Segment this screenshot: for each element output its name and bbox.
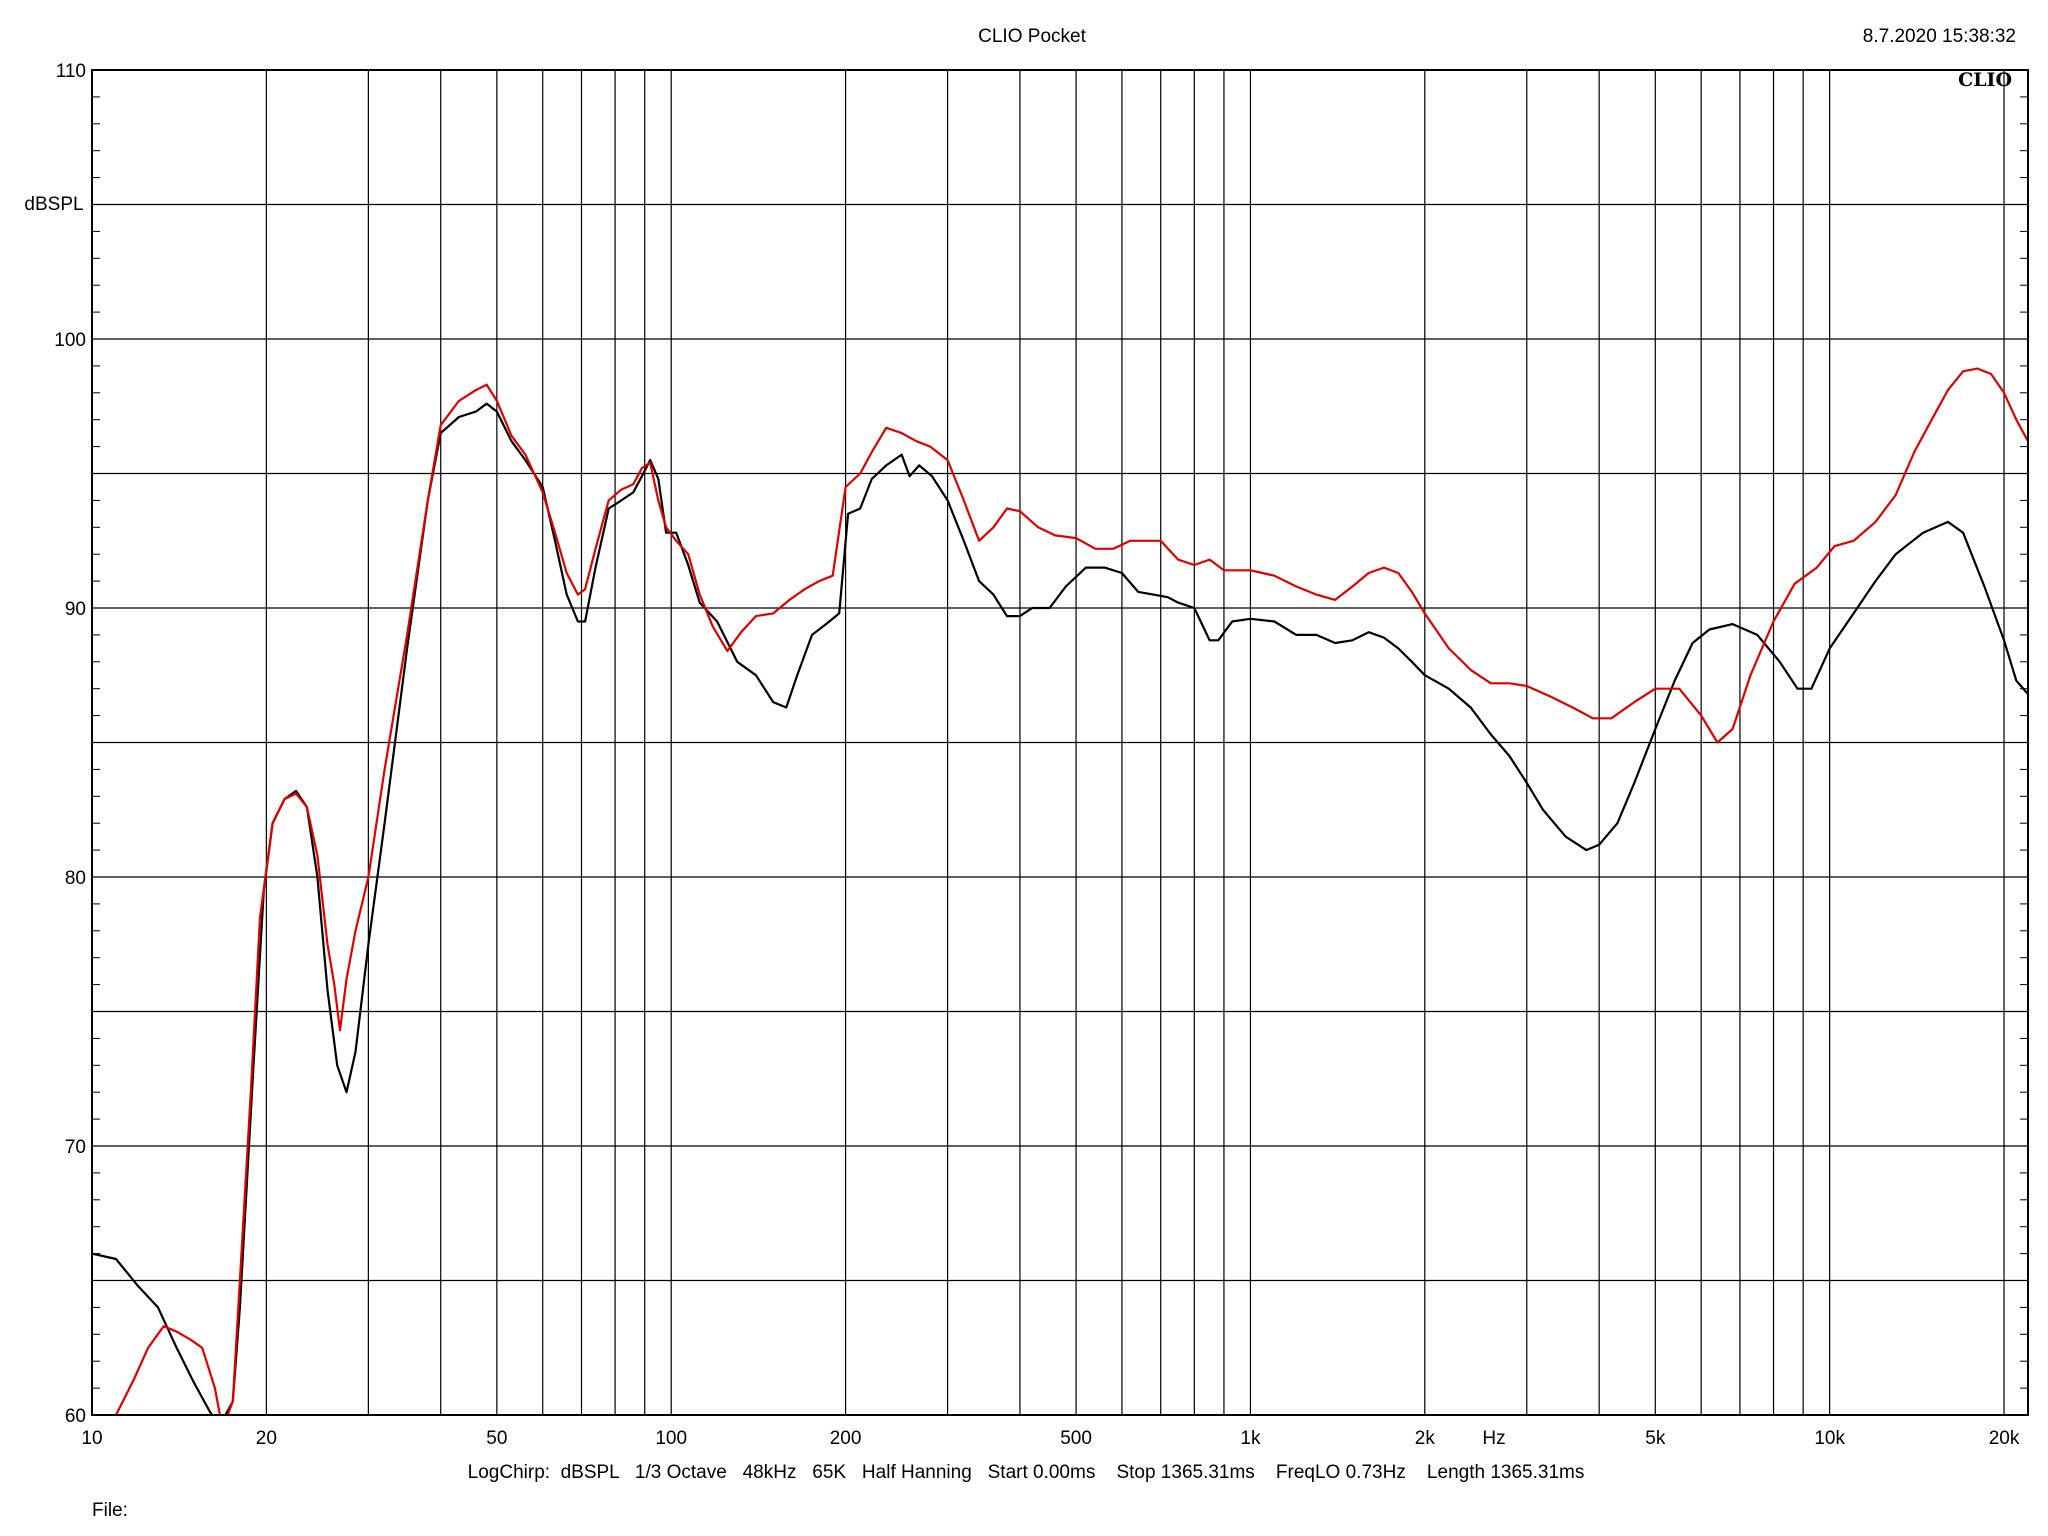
x-tick-label: 10k [1814, 1428, 1845, 1449]
x-tick-label: 500 [1060, 1428, 1092, 1449]
x-tick-label: 2k [1415, 1428, 1436, 1449]
y-axis-label: dBSPL [24, 194, 83, 215]
y-tick-label: 70 [65, 1137, 86, 1158]
y-tick-label: 60 [65, 1406, 86, 1427]
x-axis-label: Hz [1482, 1428, 1505, 1449]
plot-frame [91, 69, 2029, 1416]
series-line-2 [115, 367, 2028, 1415]
series-group [92, 367, 2028, 1415]
timestamp: 8.7.2020 15:38:32 [1863, 26, 2016, 47]
chart-title: CLIO Pocket [978, 26, 1086, 47]
series-line-1 [92, 402, 2028, 1415]
x-tick-label: 100 [655, 1428, 687, 1449]
x-tick-label: 1k [1240, 1428, 1261, 1449]
x-tick-label: 20k [1989, 1428, 2020, 1449]
x-tick-label: 20 [256, 1428, 277, 1449]
y-tick-labels: 60 70 80 90 100 110 [54, 61, 86, 1427]
x-tick-label: 200 [830, 1428, 862, 1449]
y-tick-label: 90 [65, 599, 86, 620]
file-label: File: [92, 1500, 128, 1521]
grid [91, 69, 2028, 1416]
x-tick-label: 5k [1645, 1428, 1666, 1449]
y-tick-label: 100 [54, 330, 86, 351]
y-tick-label: 80 [65, 868, 86, 889]
x-tick-label: 50 [486, 1428, 507, 1449]
brand-logo: CLIO [1958, 69, 2012, 91]
y-tick-label: 110 [56, 61, 86, 82]
x-tick-labels: 10 20 50 100 200 500 1k 2k 5k 10k 20k [81, 1428, 2019, 1449]
x-tick-label: 10 [81, 1428, 102, 1449]
measurement-settings: LogChirp: dBSPL 1/3 Octave 48kHz 65K Hal… [468, 1462, 1585, 1483]
